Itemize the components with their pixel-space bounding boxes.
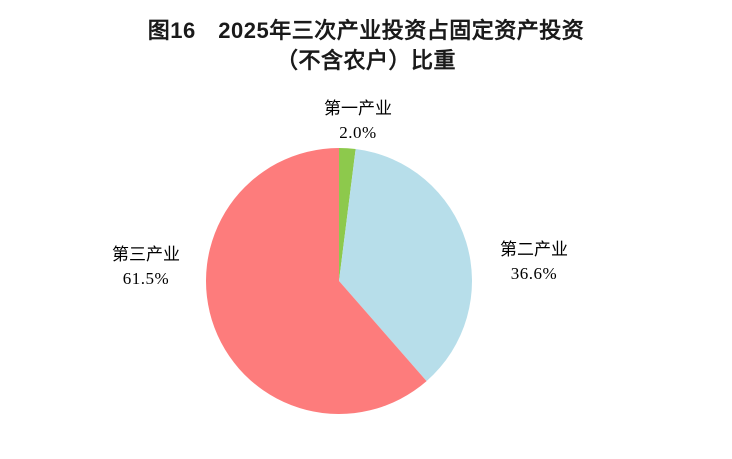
chart-title-line2: （不含农户）比重 <box>275 48 456 73</box>
label-primary-industry: 第一产业 2.0% <box>324 97 392 145</box>
slice-value: 61.5% <box>122 269 170 288</box>
label-tertiary-industry: 第三产业 61.5% <box>112 243 180 291</box>
chart-title: 图16 2025年三次产业投资占固定资产投资 （不含农户）比重 <box>0 16 732 76</box>
slice-value: 36.6% <box>510 264 558 283</box>
label-secondary-industry: 第二产业 36.6% <box>500 238 568 286</box>
pie-slice-0 <box>339 148 356 281</box>
slice-name: 第二产业 <box>500 240 568 259</box>
chart-title-line1: 图16 2025年三次产业投资占固定资产投资 <box>147 18 585 43</box>
slice-name: 第一产业 <box>324 99 392 118</box>
pie-chart-area <box>204 146 474 416</box>
pie-slice-1 <box>339 149 472 382</box>
pie-chart <box>205 148 472 414</box>
slice-name: 第三产业 <box>112 245 180 264</box>
pie-slice-2 <box>205 148 427 414</box>
slice-value: 2.0% <box>339 123 377 142</box>
